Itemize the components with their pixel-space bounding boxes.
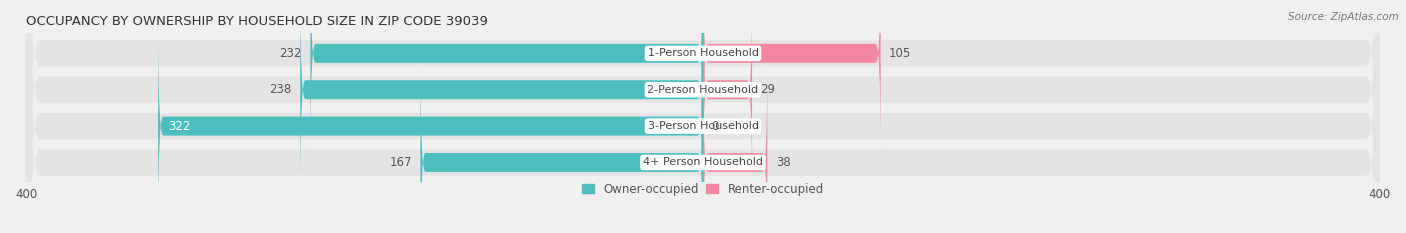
Text: 4+ Person Household: 4+ Person Household bbox=[643, 158, 763, 168]
Text: 1-Person Household: 1-Person Household bbox=[648, 48, 758, 58]
Text: 0: 0 bbox=[711, 120, 718, 133]
Text: 105: 105 bbox=[889, 47, 911, 60]
FancyBboxPatch shape bbox=[27, 0, 1379, 233]
Text: 232: 232 bbox=[280, 47, 302, 60]
Text: 2-Person Household: 2-Person Household bbox=[647, 85, 759, 95]
FancyBboxPatch shape bbox=[703, 0, 880, 153]
FancyBboxPatch shape bbox=[27, 0, 1379, 233]
FancyBboxPatch shape bbox=[157, 26, 703, 226]
FancyBboxPatch shape bbox=[703, 0, 752, 189]
Text: 3-Person Household: 3-Person Household bbox=[648, 121, 758, 131]
Text: 322: 322 bbox=[169, 120, 191, 133]
Text: 29: 29 bbox=[761, 83, 776, 96]
FancyBboxPatch shape bbox=[301, 0, 703, 189]
Text: OCCUPANCY BY OWNERSHIP BY HOUSEHOLD SIZE IN ZIP CODE 39039: OCCUPANCY BY OWNERSHIP BY HOUSEHOLD SIZE… bbox=[27, 15, 488, 28]
Text: 167: 167 bbox=[389, 156, 412, 169]
Text: 38: 38 bbox=[776, 156, 790, 169]
FancyBboxPatch shape bbox=[311, 0, 703, 153]
FancyBboxPatch shape bbox=[420, 63, 703, 233]
Text: 238: 238 bbox=[270, 83, 292, 96]
Text: Source: ZipAtlas.com: Source: ZipAtlas.com bbox=[1288, 12, 1399, 22]
FancyBboxPatch shape bbox=[27, 0, 1379, 233]
FancyBboxPatch shape bbox=[703, 63, 768, 233]
Legend: Owner-occupied, Renter-occupied: Owner-occupied, Renter-occupied bbox=[578, 178, 828, 200]
FancyBboxPatch shape bbox=[27, 0, 1379, 233]
